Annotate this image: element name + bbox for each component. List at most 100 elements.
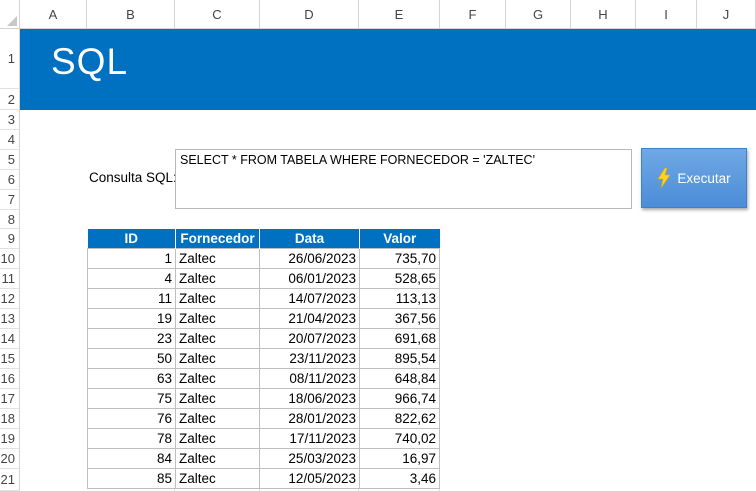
column-header-a[interactable]: A [20,0,87,29]
row-header-18[interactable]: 18 [0,409,20,429]
row-header-20[interactable]: 20 [0,449,20,469]
column-header-h[interactable]: H [571,0,636,29]
row-header-14[interactable]: 14 [0,329,20,349]
header-data[interactable]: Data [259,229,360,248]
cell-data[interactable]: 12/05/2023 [259,467,360,489]
sql-query-label: Consulta SQL: [89,170,177,185]
column-header-d[interactable]: D [260,0,359,29]
cell-data[interactable]: 14/07/2023 [259,287,360,309]
cell-fornecedor[interactable]: Zaltec [175,307,260,329]
table-row: 50 Zaltec 23/11/2023 895,54 [87,347,440,369]
cell-valor[interactable]: 895,54 [359,347,440,369]
cell-valor[interactable]: 113,13 [359,287,440,309]
header-valor[interactable]: Valor [359,229,440,248]
cell-fornecedor[interactable]: Zaltec [175,427,260,449]
cell-id[interactable]: 1 [87,247,176,269]
cell-fornecedor[interactable]: Zaltec [175,447,260,469]
header-fornecedor[interactable]: Fornecedor [175,229,260,248]
cell-valor[interactable]: 822,62 [359,407,440,429]
cell-fornecedor[interactable]: Zaltec [175,407,260,429]
row-header-3[interactable]: 3 [0,110,20,130]
row-header-1[interactable]: 1 [0,29,20,89]
cell-valor[interactable]: 740,02 [359,427,440,449]
row-header-8[interactable]: 8 [0,210,20,229]
row-header-12[interactable]: 12 [0,289,20,309]
cell-fornecedor[interactable]: Zaltec [175,267,260,289]
column-header-i[interactable]: I [636,0,697,29]
table-row: 23 Zaltec 20/07/2023 691,68 [87,327,440,349]
cell-id[interactable]: 75 [87,387,176,409]
cell-data[interactable]: 28/01/2023 [259,407,360,429]
cell-id[interactable]: 4 [87,267,176,289]
cell-data[interactable]: 25/03/2023 [259,447,360,469]
table-row: 1 Zaltec 26/06/2023 735,70 [87,247,440,269]
cell-data[interactable]: 06/01/2023 [259,267,360,289]
row-header-5[interactable]: 5 [0,150,20,170]
column-header-b[interactable]: B [87,0,175,29]
cell-data[interactable]: 23/11/2023 [259,347,360,369]
row-header-2[interactable]: 2 [0,89,20,110]
table-header-row: ID Fornecedor Data Valor [87,229,440,248]
cell-data[interactable]: 21/04/2023 [259,307,360,329]
select-all-corner[interactable] [0,0,20,29]
cell-id[interactable]: 50 [87,347,176,369]
cell-id[interactable]: 85 [87,467,176,489]
sql-query-input[interactable]: SELECT * FROM TABELA WHERE FORNECEDOR = … [175,149,632,209]
cell-id[interactable]: 23 [87,327,176,349]
row-header-9[interactable]: 9 [0,229,20,249]
cell-valor[interactable]: 735,70 [359,247,440,269]
blank-area [440,229,756,491]
column-header-j[interactable]: J [697,0,756,29]
row-header-10[interactable]: 10 [0,249,20,269]
cell-fornecedor[interactable]: Zaltec [175,327,260,349]
row-header-19[interactable]: 19 [0,429,20,449]
cell-id[interactable]: 11 [87,287,176,309]
cell-valor[interactable]: 3,46 [359,467,440,489]
cell-id[interactable]: 63 [87,367,176,389]
execute-button[interactable]: Executar [641,148,747,208]
column-header-c[interactable]: C [175,0,260,29]
cell-data[interactable]: 18/06/2023 [259,387,360,409]
row-header-6[interactable]: 6 [0,170,20,190]
table-row: 76 Zaltec 28/01/2023 822,62 [87,407,440,429]
row-header-21[interactable]: 21 [0,469,20,491]
column-header-f[interactable]: F [440,0,506,29]
row-header-11[interactable]: 11 [0,269,20,289]
cell-data[interactable]: 08/11/2023 [259,367,360,389]
row-header-4[interactable]: 4 [0,130,20,150]
header-id[interactable]: ID [87,229,176,248]
column-header-g[interactable]: G [506,0,571,29]
cell-fornecedor[interactable]: Zaltec [175,387,260,409]
column-header-e[interactable]: E [359,0,440,29]
cell-id[interactable]: 76 [87,407,176,429]
cell-data[interactable]: 20/07/2023 [259,327,360,349]
cell-id[interactable]: 19 [87,307,176,329]
cell-fornecedor[interactable]: Zaltec [175,247,260,269]
cell-valor[interactable]: 648,84 [359,367,440,389]
cell-valor[interactable]: 966,74 [359,387,440,409]
row-header-13[interactable]: 13 [0,309,20,329]
cell-fornecedor[interactable]: Zaltec [175,347,260,369]
cell-valor[interactable]: 367,56 [359,307,440,329]
table-row: 84 Zaltec 25/03/2023 16,97 [87,447,440,469]
cell-valor[interactable]: 16,97 [359,447,440,469]
cell-fornecedor[interactable]: Zaltec [175,367,260,389]
row-header-16[interactable]: 16 [0,369,20,389]
table-row: 63 Zaltec 08/11/2023 648,84 [87,367,440,389]
table-row: 78 Zaltec 17/11/2023 740,02 [87,427,440,449]
cell-data[interactable]: 17/11/2023 [259,427,360,449]
table-row: 75 Zaltec 18/06/2023 966,74 [87,387,440,409]
row-header-17[interactable]: 17 [0,389,20,409]
row-header-7[interactable]: 7 [0,190,20,210]
cell-data[interactable]: 26/06/2023 [259,247,360,269]
cell-valor[interactable]: 691,68 [359,327,440,349]
cell-id[interactable]: 78 [87,427,176,449]
table-row: 85 Zaltec 12/05/2023 3,46 [87,467,440,489]
cell-id[interactable]: 84 [87,447,176,469]
cell-fornecedor[interactable]: Zaltec [175,287,260,309]
row-header-15[interactable]: 15 [0,349,20,369]
results-table: ID Fornecedor Data Valor 1 Zaltec 26/06/20… [87,229,440,489]
cell-valor[interactable]: 528,65 [359,267,440,289]
cell-fornecedor[interactable]: Zaltec [175,467,260,489]
